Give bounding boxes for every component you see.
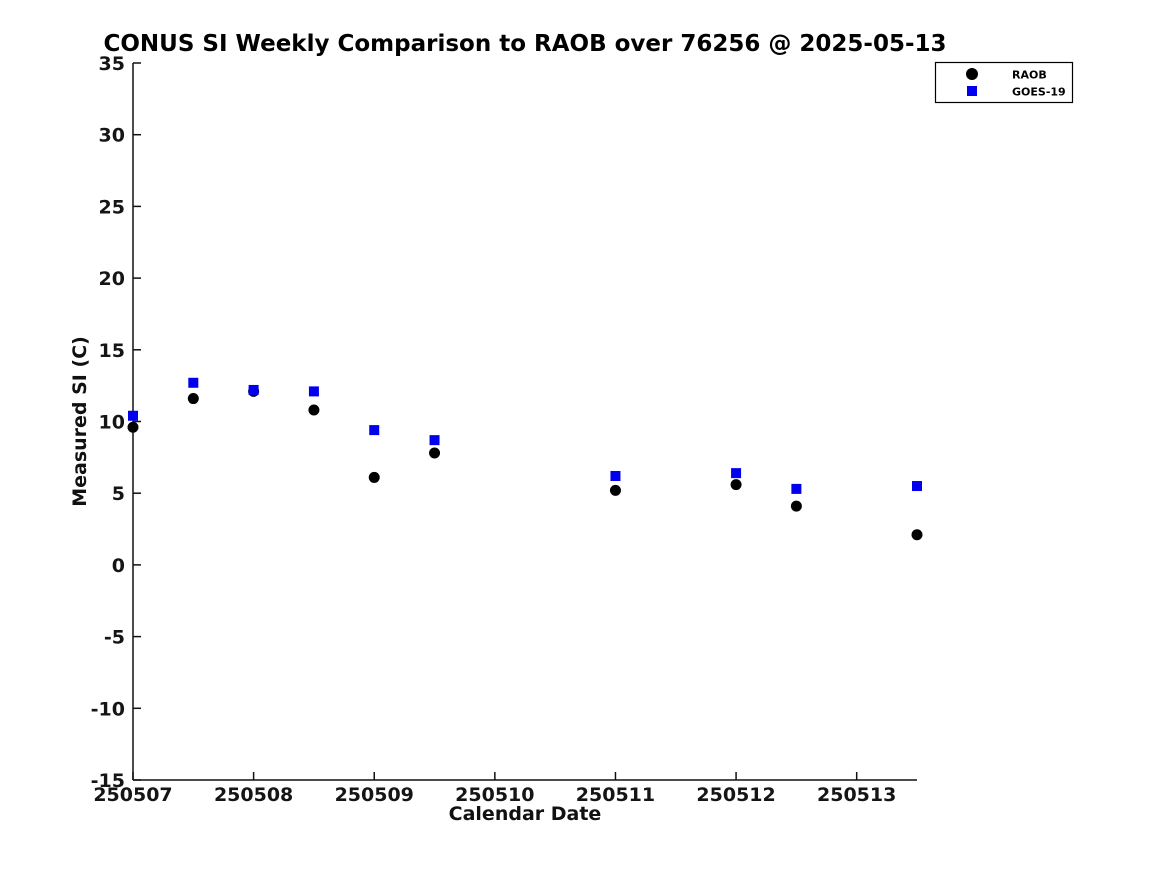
x-tick-label: 250508 (214, 784, 293, 806)
data-point-goes-19 (188, 377, 199, 388)
data-point-raob (609, 484, 621, 496)
legend-marker-goes-icon (967, 86, 977, 96)
x-tick-label: 250511 (576, 784, 655, 806)
data-point-goes-19 (128, 410, 138, 421)
data-point-raob (790, 500, 802, 512)
y-tick-label: -15 (91, 770, 125, 792)
data-point-goes-19 (248, 384, 259, 395)
data-point-goes-19 (369, 425, 380, 436)
x-tick-label: 250512 (696, 784, 775, 806)
data-point-raob (730, 479, 742, 491)
data-point-goes-19 (429, 435, 440, 446)
data-point-goes-19 (610, 470, 621, 481)
y-tick-label: 20 (99, 268, 125, 290)
y-tick-label: 15 (99, 340, 125, 362)
data-points (127, 377, 923, 541)
y-axis-label: Measured SI (C) (69, 336, 91, 507)
data-point-goes-19 (731, 468, 742, 479)
legend-label-goes: GOES-19 (1012, 86, 1066, 99)
y-tick-label: -5 (104, 627, 125, 649)
x-axis-label: Calendar Date (449, 803, 602, 825)
y-tick-label: 30 (99, 125, 125, 147)
y-tick-label: -10 (91, 698, 125, 720)
x-tick-label: 250513 (817, 784, 896, 806)
y-tick-label: 35 (99, 53, 125, 75)
data-point-raob (187, 393, 199, 405)
legend-box (934, 61, 1074, 104)
y-tick-label: 5 (112, 483, 125, 505)
data-point-raob (368, 471, 380, 483)
legend: RAOB GOES-19 (934, 61, 1074, 104)
legend-label-raob: RAOB (1012, 69, 1047, 82)
data-point-raob (911, 529, 923, 541)
legend-marker-raob-icon (966, 68, 978, 80)
data-point-goes-19 (791, 483, 802, 494)
data-point-goes-19 (308, 386, 319, 397)
x-tick-label: 250507 (93, 784, 172, 806)
y-tick-label: 0 (112, 555, 125, 577)
chart-title: CONUS SI Weekly Comparison to RAOB over … (103, 31, 946, 57)
y-tick-label: 25 (99, 196, 125, 218)
x-tick-label: 250510 (455, 784, 534, 806)
data-point-raob (127, 421, 139, 433)
y-tick-label: 10 (99, 412, 125, 434)
data-point-raob (429, 447, 441, 459)
data-point-goes-19 (912, 481, 922, 492)
x-tick-label: 250509 (335, 784, 414, 806)
data-point-raob (308, 404, 320, 416)
